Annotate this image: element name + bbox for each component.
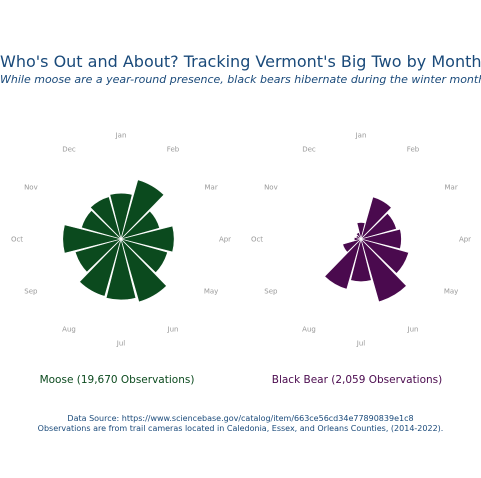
moose-bar-may — [120, 238, 168, 274]
bear-month-label-may: May — [444, 288, 458, 296]
moose-month-label-nov: Nov — [24, 184, 38, 192]
bear-bar-sep — [342, 238, 362, 253]
bear-bar-apr — [360, 228, 402, 250]
moose-month-label-oct: Oct — [11, 236, 23, 244]
bear-month-label-feb: Feb — [407, 145, 420, 153]
bear-month-label-oct: Oct — [251, 236, 263, 244]
bear-month-label-jan: Jan — [355, 132, 367, 140]
bear-bar-may — [360, 238, 409, 274]
moose-bar-feb — [120, 179, 165, 240]
bear-month-label-apr: Apr — [459, 236, 471, 244]
bear-month-label-sep: Sep — [264, 288, 278, 296]
moose-bar-jul — [105, 238, 137, 301]
chart-title: Who's Out and About? Tracking Vermont's … — [0, 52, 481, 71]
bear-bar-jan — [356, 222, 366, 240]
bear-polar-chart: Jan Feb Mar Apr May Jun Jul Aug Sep Oct Nov Dec Blac… — [251, 132, 471, 387]
moose-bar-aug — [79, 238, 122, 297]
bear-month-label-nov: Nov — [264, 184, 278, 192]
moose-bar-nov — [81, 209, 122, 240]
bear-month-label-jul: Jul — [356, 340, 366, 348]
bear-chart-caption: Black Bear (2,059 Observations) — [272, 374, 443, 386]
bear-bar-jun — [360, 238, 407, 303]
moose-month-label-jul: Jul — [116, 340, 126, 348]
moose-month-label-may: May — [204, 288, 218, 296]
moose-bar-jan — [109, 192, 133, 240]
bear-month-label-jun: Jun — [407, 326, 419, 334]
moose-chart-caption: Moose (19,670 Observations) — [40, 374, 195, 386]
observations-note: Observations are from trail cameras loca… — [37, 424, 444, 433]
data-source-note: Data Source: https://www.sciencebase.gov… — [67, 414, 414, 423]
bear-bar-oct — [353, 236, 362, 242]
bear-month-label-mar: Mar — [444, 184, 457, 192]
chart-subtitle: While moose are a year-round presence, b… — [0, 73, 481, 86]
moose-month-label-sep: Sep — [24, 288, 38, 296]
moose-month-label-aug: Aug — [62, 326, 76, 334]
moose-bar-oct — [62, 224, 122, 254]
bear-bar-mar — [360, 212, 397, 240]
moose-bar-apr — [120, 225, 175, 253]
moose-month-label-jan: Jan — [115, 132, 127, 140]
moose-bar-jun — [120, 238, 167, 303]
moose-bar-mar — [120, 210, 161, 240]
moose-polar-chart: Jan Feb Mar Apr May Jun Jul Aug Sep Oct Nov Dec Moos… — [11, 132, 231, 387]
moose-bar-sep — [74, 238, 122, 273]
moose-month-label-jun: Jun — [167, 326, 179, 334]
moose-month-label-apr: Apr — [219, 236, 231, 244]
moose-month-label-dec: Dec — [62, 145, 76, 153]
moose-month-label-feb: Feb — [167, 145, 180, 153]
moose-bar-dec — [89, 196, 122, 240]
bear-bar-feb — [360, 196, 392, 240]
bear-bar-dec — [355, 232, 362, 240]
bear-bar-aug — [324, 238, 362, 290]
bear-month-label-dec: Dec — [302, 145, 316, 153]
moose-month-label-mar: Mar — [204, 184, 217, 192]
bear-bar-jul — [350, 238, 372, 282]
bear-month-label-aug: Aug — [302, 326, 316, 334]
